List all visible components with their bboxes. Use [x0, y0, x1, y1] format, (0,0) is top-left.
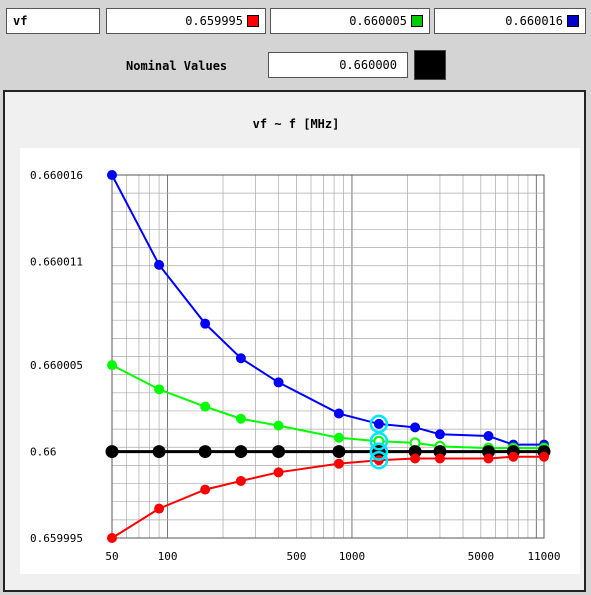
data-point-marker — [235, 353, 246, 364]
blue-swatch-icon[interactable] — [567, 15, 579, 27]
data-point-marker — [107, 360, 117, 371]
x-tick-label: 500 — [286, 550, 306, 563]
data-point-marker — [434, 453, 445, 464]
data-point-marker — [200, 484, 211, 495]
nominal-values-label: Nominal Values — [126, 59, 228, 73]
y-tick-label: 0.659995 — [30, 532, 83, 545]
x-tick-label: 50 — [105, 550, 118, 563]
x-tick-label: 11000 — [527, 550, 560, 563]
data-point-marker — [154, 384, 165, 395]
data-point-marker — [154, 503, 165, 514]
mid-value-text: 0.660005 — [349, 14, 407, 28]
data-point-marker — [200, 401, 211, 412]
data-point-marker — [105, 445, 119, 459]
data-point-marker — [107, 170, 117, 180]
data-point-marker — [273, 420, 284, 431]
min-value-field[interactable]: 0.659995 — [106, 8, 266, 34]
data-point-marker — [235, 475, 246, 486]
y-tick-label: 0.66 — [30, 446, 57, 459]
data-point-marker — [107, 533, 117, 543]
highlight-ring — [369, 414, 389, 434]
data-point-marker — [539, 451, 549, 462]
y-tick-label: 0.660005 — [30, 359, 83, 372]
highlight-ring — [369, 450, 389, 470]
highlight-markers — [369, 414, 389, 470]
x-tick-label: 5000 — [468, 550, 495, 563]
x-axis-labels: 50 100 500 1000 5000 11000 — [105, 550, 560, 563]
data-point-marker — [152, 445, 166, 459]
y-axis-labels: 0.659995 0.66 0.660005 0.660011 0.660016 — [30, 169, 83, 545]
data-point-marker — [483, 431, 494, 442]
data-point-marker — [332, 445, 346, 459]
data-point-marker — [333, 408, 344, 419]
data-point-marker — [273, 377, 284, 388]
x-tick-label: 100 — [158, 550, 178, 563]
data-point-marker — [434, 429, 445, 440]
nominal-value-field[interactable]: 0.660000 — [268, 52, 408, 78]
nominal-row: Nominal Values — [0, 44, 591, 84]
data-point-marker — [483, 453, 494, 464]
y-tick-label: 0.660016 — [30, 169, 83, 182]
min-value-text: 0.659995 — [185, 14, 243, 28]
red-swatch-icon[interactable] — [247, 15, 259, 27]
data-point-marker — [508, 451, 519, 462]
nominal-color-swatch-icon[interactable] — [414, 50, 446, 80]
highlight-ring — [369, 442, 389, 461]
data-point-marker — [235, 413, 246, 424]
parameter-row: vf 0.659995 0.660005 0.660016 — [0, 0, 591, 42]
green-swatch-icon[interactable] — [411, 15, 423, 27]
highlight-ring — [369, 431, 389, 451]
data-point-marker — [410, 453, 421, 464]
parameter-name-field[interactable]: vf — [6, 8, 100, 34]
plot-area-background — [20, 148, 580, 574]
data-point-marker — [273, 467, 284, 478]
data-point-marker — [198, 445, 212, 459]
data-point-marker — [234, 445, 248, 459]
grid-lines — [111, 174, 545, 539]
plot-border — [111, 174, 545, 539]
data-point-marker — [200, 318, 211, 329]
data-point-marker — [373, 418, 384, 429]
y-tick-label: 0.660011 — [30, 255, 83, 268]
max-value-text: 0.660016 — [505, 14, 563, 28]
data-point-marker — [272, 445, 286, 459]
data-point-marker — [154, 259, 165, 270]
data-point-marker — [333, 432, 344, 443]
mid-value-field[interactable]: 0.660005 — [270, 8, 430, 34]
series-group — [105, 170, 551, 543]
max-value-field[interactable]: 0.660016 — [434, 8, 586, 34]
chart-title: vf ~ f [MHz] — [253, 117, 340, 131]
data-point-marker — [333, 458, 344, 469]
x-tick-label: 1000 — [339, 550, 366, 563]
data-point-marker — [410, 422, 421, 433]
